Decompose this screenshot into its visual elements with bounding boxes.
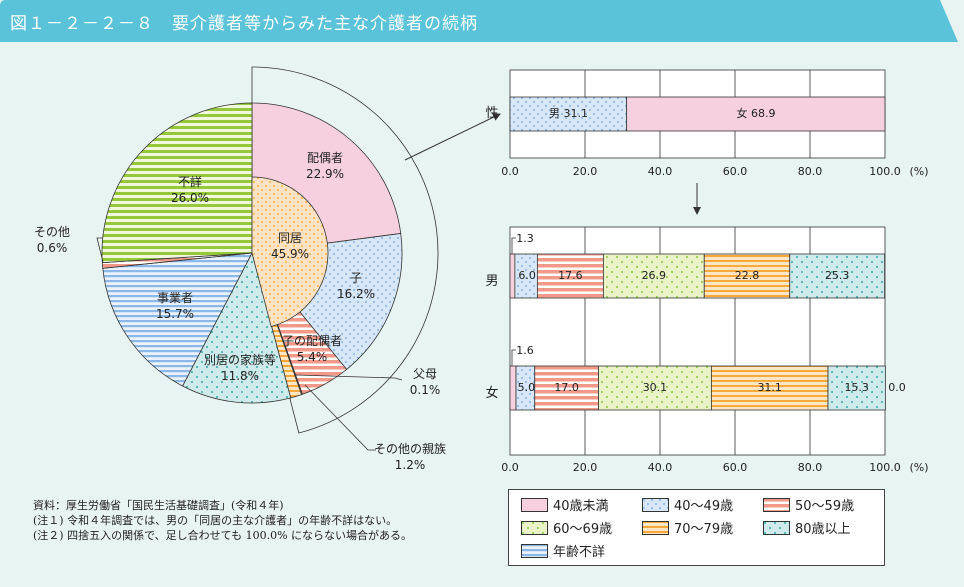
pie-label-unknown: 不詳 26.0% xyxy=(170,175,210,205)
data-label: 30.1 xyxy=(642,381,668,394)
data-label: 17.0 xyxy=(554,381,579,394)
pie-label-business: 事業者 15.7% xyxy=(155,291,195,321)
legend-label: 70～79歳 xyxy=(674,522,734,537)
sex-category-label: 性 xyxy=(485,106,499,121)
legend-swatch xyxy=(642,520,669,535)
note-2: (注２) 四捨五入の関係で、足し合わせても 100.0% にならない場合がある。 xyxy=(33,529,413,542)
legend-item: 年齢不詳 xyxy=(521,541,605,560)
x-unit-label: (%) xyxy=(909,165,929,178)
legend-label: 50～59歳 xyxy=(795,499,855,514)
data-label: 22.8 xyxy=(734,269,760,282)
pie-label-child-spouse: 子の配偶者 5.4% xyxy=(281,334,342,364)
pie-label-separate-family: 別居の家族等 11.8% xyxy=(203,353,276,383)
legend-label: 40～49歳 xyxy=(674,499,734,514)
pie-label-parents: 父母 0.1% xyxy=(409,367,441,397)
data-label: 0.0 xyxy=(888,381,906,394)
leader-parents xyxy=(295,374,403,381)
x-tick-label: 60.0 xyxy=(722,461,748,474)
pie-slice xyxy=(102,252,253,387)
x-tick-label: 0.0 xyxy=(501,461,519,474)
age-bar-segment xyxy=(710,365,829,411)
legend-swatch xyxy=(521,497,548,512)
legend-label: 60～69歳 xyxy=(553,522,613,537)
x-tick-label: 20.0 xyxy=(572,461,598,474)
arrow-to-sex-chart xyxy=(404,113,501,161)
age-category-male: 男 xyxy=(485,274,499,289)
figure-title: 図１－２－２－８ 要介護者等からみた主な介護者の続柄 xyxy=(10,14,478,34)
legend-swatch xyxy=(763,520,790,535)
x-tick-label: 0.0 xyxy=(501,165,519,178)
legend-swatch xyxy=(642,497,669,512)
legend-item: 40歳未満 xyxy=(521,495,609,514)
sex-female-label: 女 68.9 xyxy=(736,107,776,120)
sex-male-label: 男 31.1 xyxy=(549,107,588,120)
legend-label: 年齢不詳 xyxy=(553,545,606,560)
legend-label: 40歳未満 xyxy=(553,499,609,514)
x-unit-label: (%) xyxy=(909,461,929,474)
legend-swatch xyxy=(521,543,548,558)
legend-item: 60～69歳 xyxy=(521,518,612,537)
data-label: 31.1 xyxy=(757,381,782,394)
source-note: 資料：厚生労働省「国民生活基礎調査」(令和４年) xyxy=(33,499,284,512)
data-label: 1.6 xyxy=(516,344,534,357)
legend-item: 40～49歳 xyxy=(642,495,733,514)
pie-label-other-relatives: その他の親族 1.2% xyxy=(373,442,446,472)
legend: 40歳未満 40～49歳 50～59歳 60～69歳 70～79歳 80歳以上年齢不詳 xyxy=(508,489,885,566)
data-label: 6.0 xyxy=(518,269,536,282)
pie-inner-cohabiting xyxy=(251,176,329,328)
age-bar-segment xyxy=(536,253,604,299)
leader-line xyxy=(511,349,516,366)
legend-item: 80歳以上 xyxy=(763,518,851,537)
age-bar-segment xyxy=(827,365,886,411)
notes: 資料：厚生労働省「国民生活基礎調査」(令和４年) (注１) 令和４年調査では、男… xyxy=(33,498,412,543)
leader-other xyxy=(96,237,104,263)
cohabiting-bracket xyxy=(251,66,439,434)
note-1: (注１) 令和４年調査では、男の「同居の主な介護者」の年齢不詳はない。 xyxy=(33,514,398,527)
x-tick-label: 40.0 xyxy=(647,165,673,178)
legend-swatch xyxy=(763,497,790,512)
x-tick-label: 80.0 xyxy=(797,461,823,474)
x-tick-label: 40.0 xyxy=(647,461,673,474)
legend-item: 70～79歳 xyxy=(642,518,733,537)
x-tick-label: 80.0 xyxy=(797,165,823,178)
legend-swatch xyxy=(521,520,548,535)
x-tick-label: 20.0 xyxy=(572,165,598,178)
x-tick-label: 100.0 xyxy=(869,461,901,474)
age-category-female: 女 xyxy=(485,386,499,401)
legend-label: 80歳以上 xyxy=(795,522,851,537)
pie-label-cohabiting: 同居 45.9% xyxy=(270,231,310,261)
pie-slice xyxy=(182,251,292,404)
data-label: 5.0 xyxy=(517,381,536,394)
data-label: 15.3 xyxy=(844,381,869,394)
pie-label-spouse: 配偶者 22.9% xyxy=(305,151,345,181)
leader-other-relatives xyxy=(304,384,376,451)
data-label: 17.6 xyxy=(558,269,583,282)
pie-label-child: 子 16.2% xyxy=(336,271,376,301)
age-bar-segment xyxy=(789,253,886,299)
pie-slice xyxy=(101,102,253,264)
x-tick-label: 100.0 xyxy=(869,165,901,178)
x-tick-label: 60.0 xyxy=(722,165,748,178)
legend-item: 50～59歳 xyxy=(763,495,854,514)
data-label: 25.3 xyxy=(824,269,850,282)
age-bar-segment xyxy=(598,365,712,411)
leader-line xyxy=(511,237,516,254)
pie-label-other: その他 0.6% xyxy=(33,225,70,255)
sex-bar-segment xyxy=(626,96,886,132)
data-label: 26.9 xyxy=(641,269,667,282)
title-bar xyxy=(0,0,958,42)
age-bar-segment xyxy=(534,365,599,411)
data-label: 1.3 xyxy=(516,232,534,245)
